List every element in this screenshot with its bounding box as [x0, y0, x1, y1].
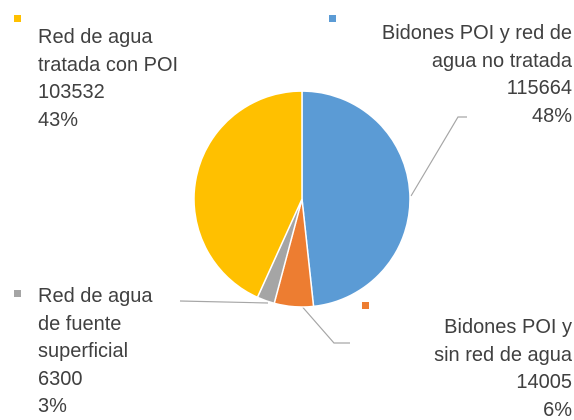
legend-marker — [14, 15, 21, 22]
label-percent: 48% — [531, 104, 572, 127]
leader-line — [410, 116, 467, 197]
label-category: Red de agua tratada con POI — [38, 26, 179, 76]
label-category: Bidones POI y red de agua no tratada — [381, 22, 572, 72]
label-value: 115664 — [506, 77, 572, 99]
pie-slice — [193, 90, 303, 299]
label-percent: 3% — [38, 395, 67, 417]
label-category: Red de agua de fuente superficial — [38, 285, 153, 362]
legend-marker — [362, 302, 369, 309]
data-label: Red de agua tratada con POI 103532 43% — [38, 24, 208, 134]
data-label: Bidones POI y sin red de agua 14005 6% — [417, 314, 572, 420]
label-value: 6300 — [38, 367, 83, 390]
legend-marker — [329, 15, 336, 22]
leader-lines — [179, 116, 467, 344]
data-label: Bidones POI y red de agua no tratada 1156… — [362, 20, 572, 130]
legend-marker — [14, 290, 21, 297]
leader-line — [298, 302, 350, 344]
label-percent: 43% — [38, 108, 79, 131]
label-percent: 6% — [543, 398, 572, 420]
label-category: Bidones POI y sin red de agua — [434, 316, 572, 366]
label-value: 14005 — [516, 371, 572, 393]
leader-line — [179, 300, 269, 304]
data-label: Red de agua de fuente superficial 6300 3% — [38, 283, 166, 420]
label-value: 103532 — [38, 81, 105, 103]
pie-slice — [301, 90, 411, 308]
